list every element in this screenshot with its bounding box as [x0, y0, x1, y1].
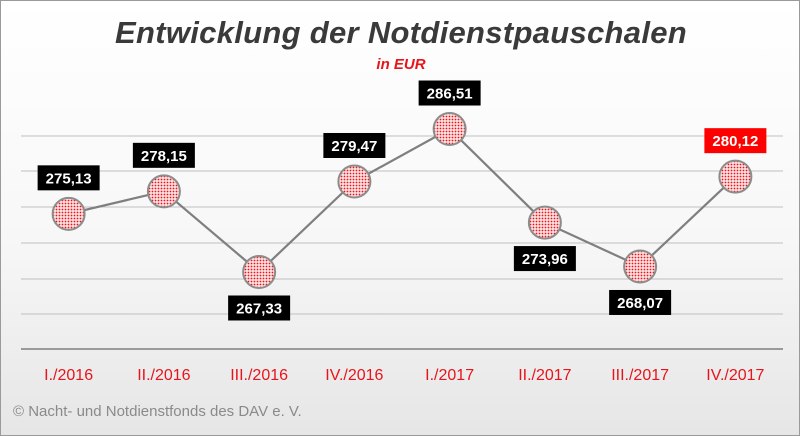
data-point-marker — [718, 159, 753, 194]
data-label: 279,47 — [331, 138, 377, 155]
data-label: 275,13 — [46, 170, 92, 187]
data-point-marker — [337, 164, 372, 199]
x-tick-label: IV./2016 — [325, 367, 383, 384]
markers — [51, 112, 753, 289]
data-label-box — [704, 128, 767, 154]
data-label: 268,07 — [617, 295, 663, 312]
chart-subtitle: in EUR — [376, 56, 426, 73]
x-tick-label: I./2017 — [425, 367, 474, 384]
x-tick-label: II./2016 — [137, 367, 190, 384]
data-label-box — [323, 132, 386, 158]
data-point-marker — [527, 205, 562, 240]
x-tick-label: IV./2017 — [706, 367, 764, 384]
data-point-marker — [623, 249, 658, 284]
data-label-box — [228, 295, 291, 321]
data-label-box — [609, 289, 672, 315]
data-label-box — [132, 142, 195, 168]
data-point-marker — [432, 112, 467, 147]
data-point-marker — [51, 196, 86, 231]
copyright-footer: © Nacht- und Notdienstfonds des DAV e. V… — [13, 403, 302, 420]
data-label-box — [513, 246, 576, 272]
data-label: 273,96 — [522, 251, 568, 268]
x-tick-label: I./2016 — [44, 367, 93, 384]
data-labels: 275,13 278,15 267,33 279,47 286,51 273,96 268,… — [37, 80, 767, 321]
x-axis: I./2016 II./2016 III./2016 IV./2016 I./2017 I… — [21, 348, 783, 384]
data-label-box — [418, 80, 481, 106]
data-label-box — [37, 165, 100, 191]
data-point-marker — [146, 174, 181, 209]
chart-title: Entwicklung der Notdienstpauschalen — [114, 15, 688, 50]
data-label: 280,12 — [712, 133, 758, 150]
x-tick-label: II./2017 — [518, 367, 571, 384]
data-label: 278,15 — [141, 148, 187, 165]
data-label: 267,33 — [236, 300, 282, 317]
series-line — [68, 127, 737, 274]
data-label: 286,51 — [427, 86, 473, 103]
x-tick-label: III./2017 — [611, 367, 669, 384]
series-polyline — [68, 127, 737, 274]
gridlines — [21, 135, 783, 315]
data-point-marker — [242, 254, 277, 289]
x-tick-label: III./2016 — [230, 367, 288, 384]
